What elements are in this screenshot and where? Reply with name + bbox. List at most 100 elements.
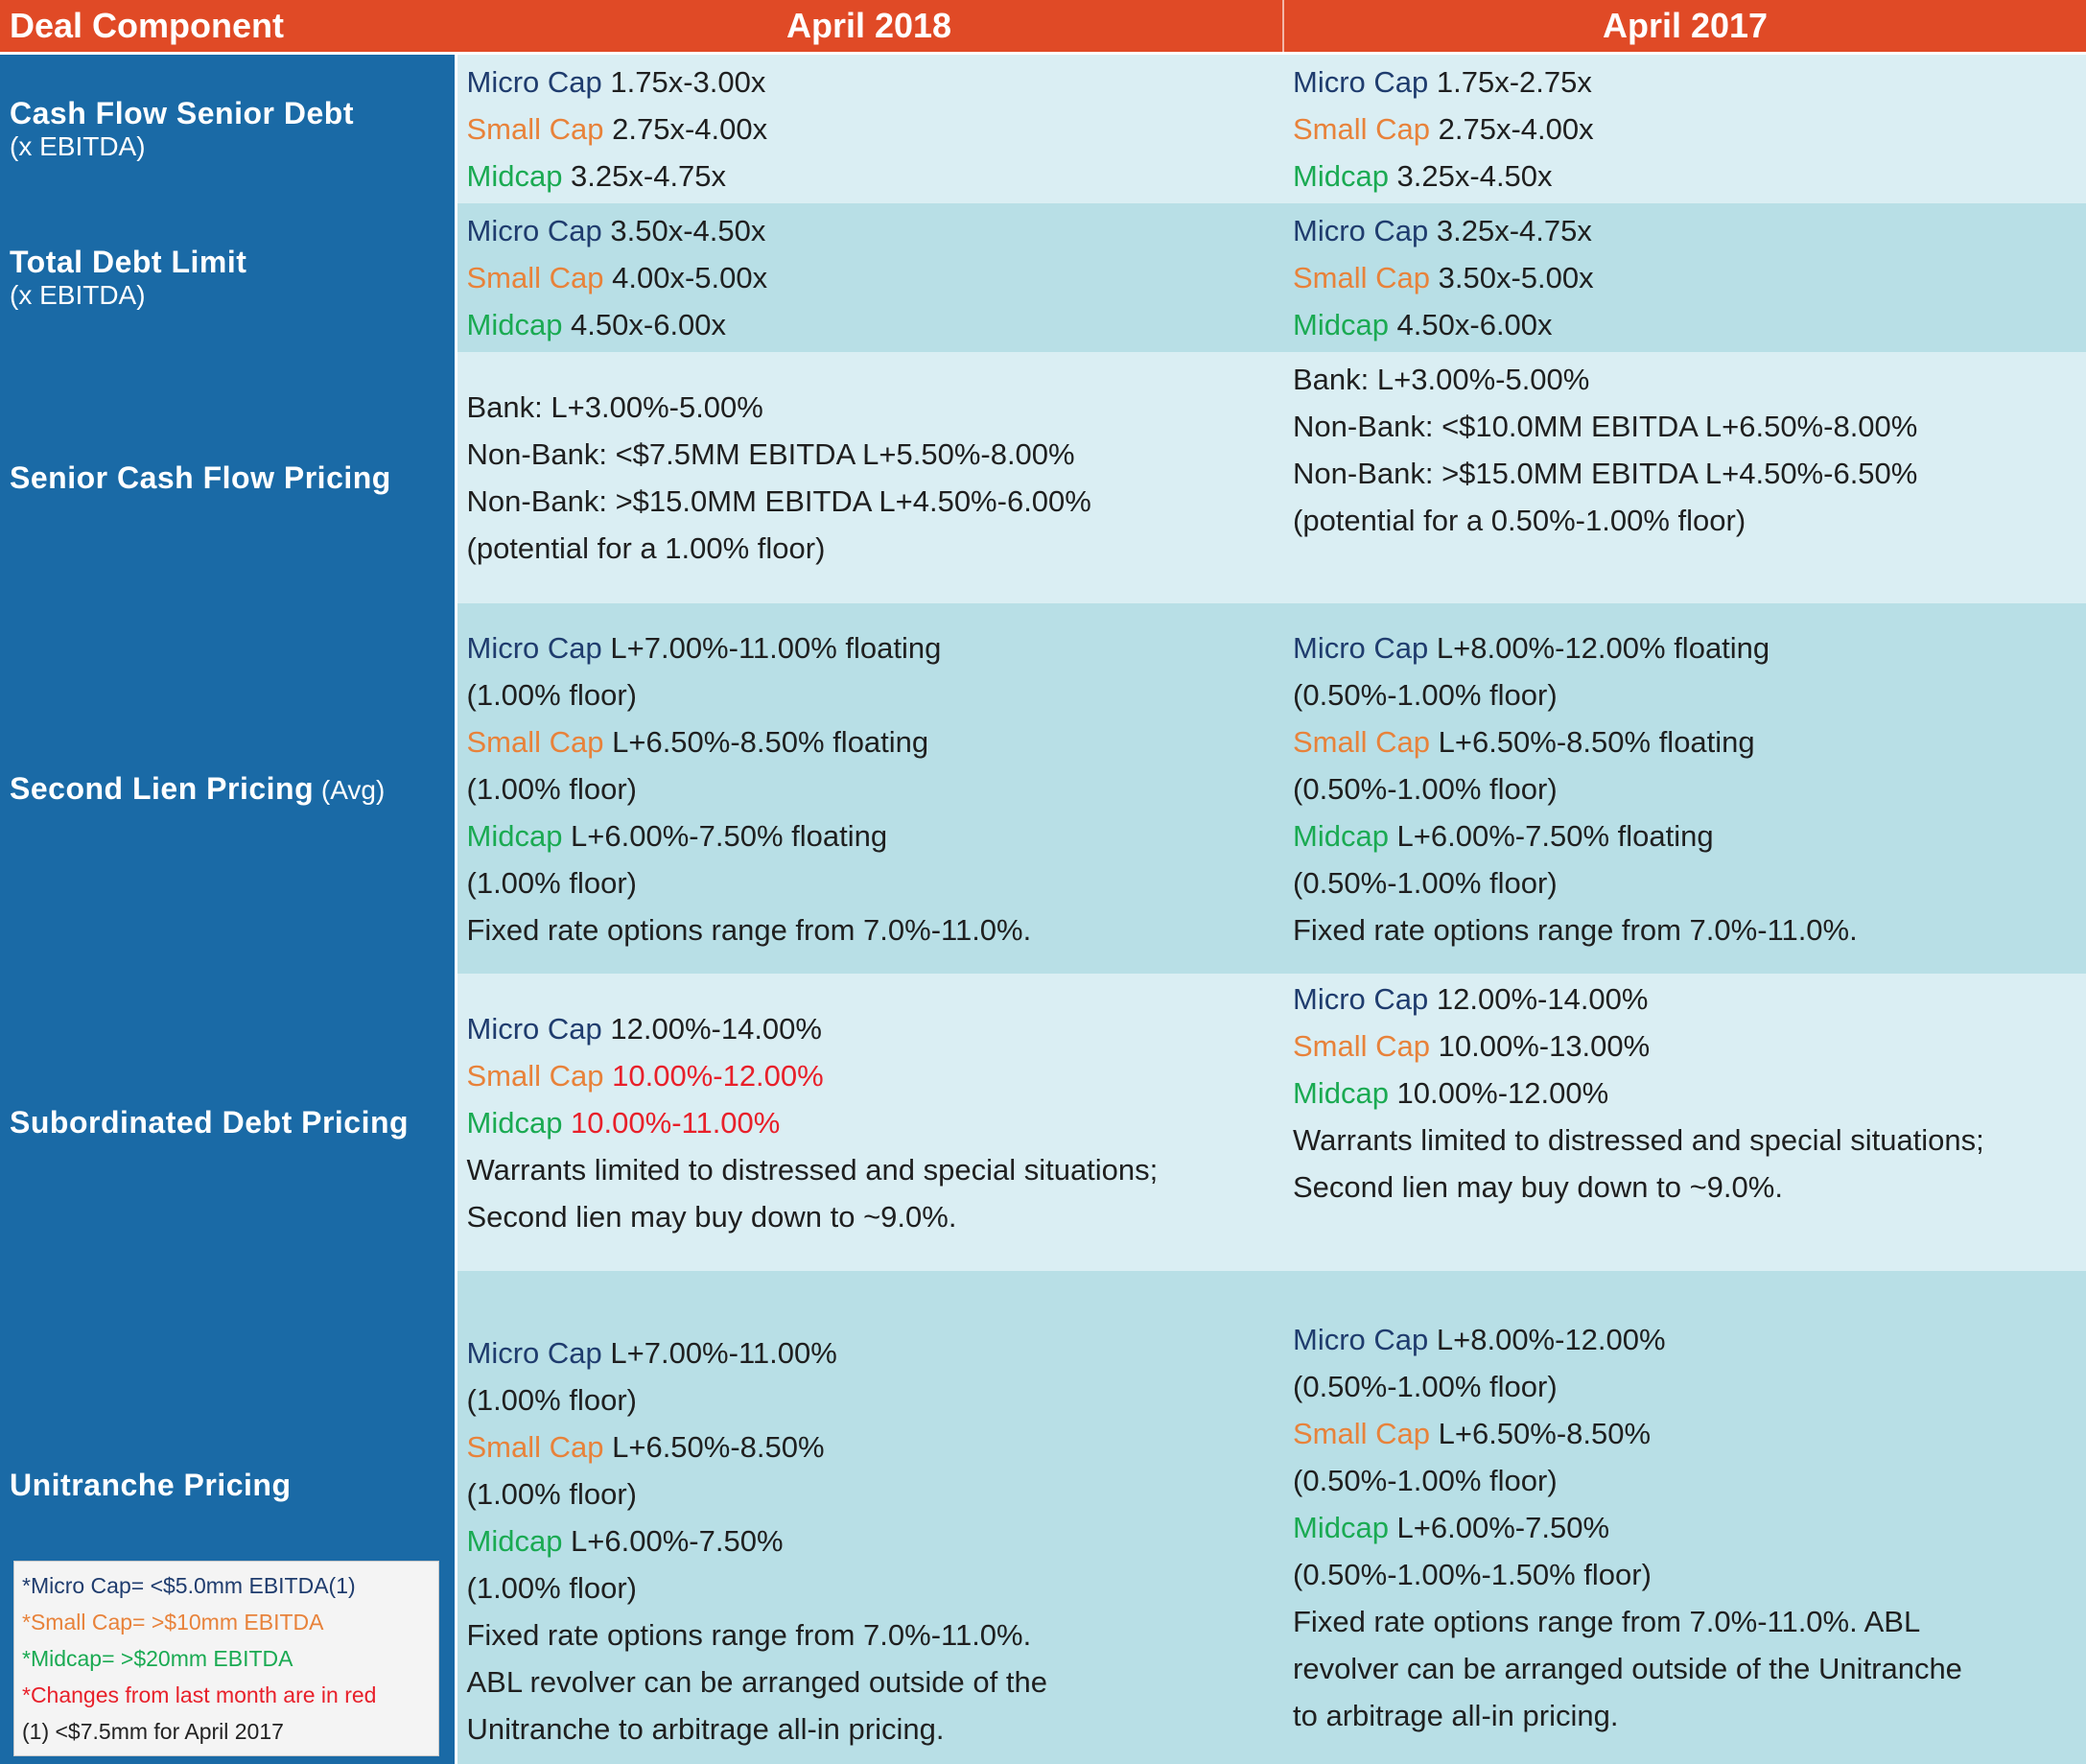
midcap-tag: Midcap (1293, 159, 1389, 193)
row-label-title: Total Debt Limit (10, 245, 247, 279)
list-item: Small Cap L+6.50%-8.50% floating (467, 718, 1275, 765)
value-text: 3.50x-5.00x (1430, 261, 1594, 294)
micro-cap-tag: Micro Cap (466, 214, 602, 247)
list-item: Midcap 3.25x-4.50x (1293, 153, 2076, 200)
list-item: (1.00% floor) (466, 1383, 637, 1417)
list-item: (1.00% floor) (466, 1571, 637, 1605)
list-item: (0.50%-1.00% floor) (1293, 677, 1558, 712)
list-item: Micro Cap 1.75x-3.00x (467, 59, 1275, 106)
list-item: (0.50%-1.00% floor) (1293, 1464, 1558, 1497)
row-label-title-line: Second Lien Pricing (Avg) (10, 771, 445, 807)
list-item: Non-Bank: >$15.0MM EBITDA L+4.50%-6.00% (466, 484, 1091, 518)
legend-changes-note: *Changes from last month are in red (22, 1682, 377, 1707)
value-text: 3.25x-4.50x (1388, 159, 1553, 193)
value-text: L+6.00%-7.50% (1388, 1511, 1610, 1544)
list-item: Midcap 10.00%-11.00% (467, 1099, 1275, 1146)
list-item: (potential for a 1.00% floor) (466, 531, 826, 565)
list-item: Small Cap 4.00x-5.00x (467, 254, 1275, 301)
legend-box: *Micro Cap= <$5.0mm EBITDA(1) *Small Cap… (13, 1561, 439, 1756)
list-item: Midcap 3.25x-4.75x (467, 153, 1275, 200)
value-text: 3.50x-4.50x (601, 214, 766, 247)
value-text: 2.75x-4.00x (1430, 112, 1594, 146)
small-cap-tag: Small Cap (466, 1430, 604, 1464)
list-item: Micro Cap L+7.00%-11.00% floating (467, 624, 1275, 671)
list-item: Non-Bank: >$15.0MM EBITDA L+4.50%-6.50% (1293, 457, 1918, 490)
cell-apr2018: Micro Cap L+7.00%-11.00% floating (1.00%… (456, 603, 1283, 974)
list-item: Fixed rate options range from 7.0%-11.0%… (1293, 1605, 1921, 1638)
cell-apr2017: Micro Cap 12.00%-14.00% Small Cap 10.00%… (1283, 974, 2086, 1271)
row-label-title: Unitranche Pricing (10, 1468, 292, 1502)
list-item: Unitranche to arbitrage all-in pricing. (466, 1712, 945, 1746)
row-cash-flow-senior-debt: Cash Flow Senior Debt (x EBITDA) Micro C… (0, 53, 2086, 203)
list-item: to arbitrage all-in pricing. (1293, 1699, 1619, 1732)
row-label-title: Cash Flow Senior Debt (10, 96, 354, 130)
cell-apr2018: Micro Cap 1.75x-3.00x Small Cap 2.75x-4.… (456, 53, 1283, 203)
small-cap-tag: Small Cap (466, 724, 604, 759)
list-item: Bank: L+3.00%-5.00% (466, 390, 763, 424)
list-item: Micro Cap L+7.00%-11.00% (467, 1329, 1275, 1376)
list-item: Warrants limited to distressed and speci… (466, 1152, 1159, 1187)
changed-value-text: 10.00%-11.00% (562, 1105, 781, 1140)
list-item: (0.50%-1.00%-1.50% floor) (1293, 1558, 1652, 1591)
header-deal-component: Deal Component (0, 0, 456, 55)
value-text: 1.75x-2.75x (1428, 65, 1592, 99)
small-cap-tag: Small Cap (1293, 724, 1430, 759)
value-text: 12.00%-14.00% (1428, 982, 1649, 1016)
value-text: L+6.50%-8.50% floating (603, 724, 929, 759)
micro-cap-tag: Micro Cap (1293, 214, 1429, 247)
list-item: Small Cap 2.75x-4.00x (1293, 106, 2076, 153)
list-item: Micro Cap L+8.00%-12.00% (1293, 1316, 2076, 1363)
midcap-tag: Midcap (1293, 1511, 1389, 1544)
list-item: revolver can be arranged outside of the … (1293, 1652, 1962, 1685)
midcap-tag: Midcap (466, 1524, 563, 1558)
list-item: Bank: L+3.00%-5.00% (1293, 363, 1590, 396)
small-cap-tag: Small Cap (1293, 1029, 1430, 1063)
value-text: L+6.50%-8.50% (603, 1430, 825, 1464)
list-item: Non-Bank: <$10.0MM EBITDA L+6.50%-8.00% (1293, 410, 1918, 443)
list-item: Micro Cap 12.00%-14.00% (1293, 976, 2076, 1023)
value-text: L+7.00%-11.00% floating (601, 630, 942, 665)
value-text: 10.00%-12.00% (1388, 1076, 1609, 1110)
small-cap-tag: Small Cap (1293, 261, 1430, 294)
list-item: Midcap 4.50x-6.00x (467, 301, 1275, 348)
small-cap-tag: Small Cap (1293, 112, 1430, 146)
list-item: Micro Cap 1.75x-2.75x (1293, 59, 2076, 106)
list-item: Midcap L+6.00%-7.50% (1293, 1504, 2076, 1551)
value-text: L+6.00%-7.50% floating (562, 818, 888, 853)
list-item: Non-Bank: <$7.5MM EBITDA L+5.50%-8.00% (466, 437, 1075, 471)
list-item: Small Cap 10.00%-13.00% (1293, 1023, 2076, 1070)
header-row: Deal Component April 2018 April 2017 (0, 0, 2086, 55)
value-text: 4.50x-6.00x (1388, 308, 1553, 341)
row-label-senior-cash-flow-pricing: Senior Cash Flow Pricing (0, 352, 457, 603)
row-label-total-debt-limit: Total Debt Limit (x EBITDA) (0, 203, 457, 352)
list-item: (1.00% floor) (466, 677, 637, 712)
micro-cap-tag: Micro Cap (1293, 982, 1429, 1016)
list-item: (1.00% floor) (466, 865, 637, 900)
micro-cap-tag: Micro Cap (466, 65, 602, 99)
midcap-tag: Midcap (1293, 818, 1389, 853)
midcap-tag: Midcap (466, 159, 563, 193)
list-item: Small Cap L+6.50%-8.50% (467, 1423, 1275, 1470)
cell-apr2018: Micro Cap 3.50x-4.50x Small Cap 4.00x-5.… (456, 203, 1283, 352)
cell-apr2018: Bank: L+3.00%-5.00% Non-Bank: <$7.5MM EB… (456, 352, 1283, 603)
value-text: 1.75x-3.00x (601, 65, 766, 99)
row-label-cash-flow-senior-debt: Cash Flow Senior Debt (x EBITDA) (0, 53, 457, 203)
value-text: 4.50x-6.00x (562, 308, 727, 341)
row-total-debt-limit: Total Debt Limit (x EBITDA) Micro Cap 3.… (0, 203, 2086, 352)
legend-micro-cap: *Micro Cap= <$5.0mm EBITDA(1) (22, 1573, 356, 1598)
micro-cap-tag: Micro Cap (466, 1336, 602, 1370)
list-item: Micro Cap 3.50x-4.50x (467, 207, 1275, 254)
list-item: Small Cap L+6.50%-8.50% (1293, 1410, 2076, 1457)
list-item: Micro Cap L+8.00%-12.00% floating (1293, 624, 2076, 671)
value-text: L+7.00%-11.00% (601, 1336, 837, 1370)
value-text: 10.00%-13.00% (1430, 1029, 1651, 1063)
list-item: Micro Cap 3.25x-4.75x (1293, 207, 2076, 254)
cell-apr2017: Micro Cap 1.75x-2.75x Small Cap 2.75x-4.… (1283, 53, 2086, 203)
list-item: Midcap 4.50x-6.00x (1293, 301, 2076, 348)
list-item: Midcap L+6.00%-7.50% (467, 1517, 1275, 1564)
small-cap-tag: Small Cap (1293, 1417, 1430, 1450)
micro-cap-tag: Micro Cap (1293, 1323, 1429, 1356)
value-text: L+6.50%-8.50% (1430, 1417, 1652, 1450)
row-subordinated-debt-pricing: Subordinated Debt Pricing Micro Cap 12.0… (0, 974, 2086, 1271)
list-item: (0.50%-1.00% floor) (1293, 865, 1558, 900)
